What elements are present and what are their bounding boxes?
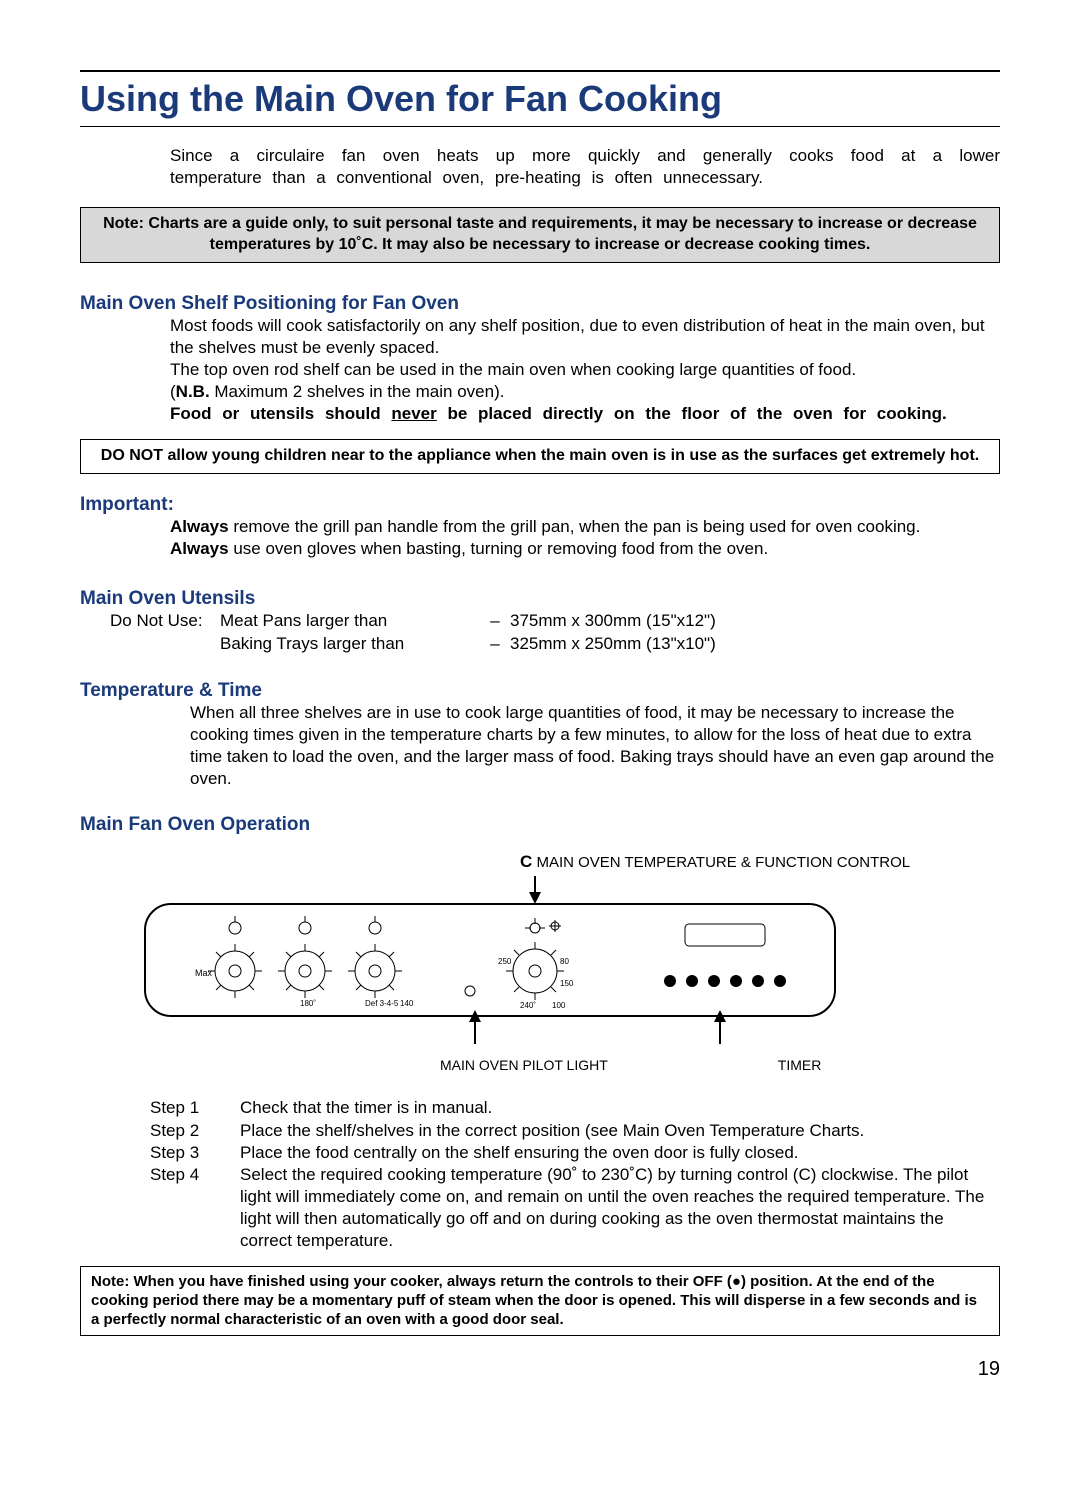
step-1-text: Check that the timer is in manual. [240, 1097, 1000, 1119]
step-4-label: Step 4 [150, 1164, 240, 1252]
heading-important: Important: [80, 494, 1000, 516]
shelf-positioning-body: Most foods will cook satisfactorily on a… [170, 315, 1000, 425]
step-2-label: Step 2 [150, 1120, 240, 1142]
svg-text:140: 140 [400, 999, 414, 1008]
diagram-label-c: C MAIN OVEN TEMPERATURE & FUNCTION CONTR… [520, 852, 1000, 872]
shelf-p4: Food or utensils should never be placed … [170, 404, 947, 423]
important-body: Always remove the grill pan handle from … [170, 516, 1000, 560]
utensils-dash2: – [480, 633, 510, 656]
step-3-label: Step 3 [150, 1142, 240, 1164]
step-4: Step 4 Select the required cooking tempe… [150, 1164, 1000, 1252]
warning-children: DO NOT allow young children near to the … [80, 439, 1000, 474]
note-box-charts: Note: Charts are a guide only, to suit p… [80, 207, 1000, 263]
important-always1-text: remove the grill pan handle from the gri… [229, 517, 921, 536]
step-1: Step 1 Check that the timer is in manual… [150, 1097, 1000, 1119]
temp-time-body: When all three shelves are in use to coo… [190, 702, 1000, 790]
utensils-row1: Do Not Use: Meat Pans larger than – 375m… [80, 610, 1000, 633]
utensils-donotuse: Do Not Use: [80, 610, 220, 633]
heading-temp-time: Temperature & Time [80, 680, 1000, 702]
utensils-size1: 375mm x 300mm (15"x12") [510, 610, 1000, 633]
note-box-finish: Note: When you have finished using your … [80, 1266, 1000, 1336]
steps-list: Step 1 Check that the timer is in manual… [150, 1097, 1000, 1252]
step-2: Step 2 Place the shelf/shelves in the co… [150, 1120, 1000, 1142]
important-always2-text: use oven gloves when basting, turning or… [229, 539, 769, 558]
shelf-p3-rest: Maximum 2 shelves in the main oven). [210, 382, 505, 401]
step-3: Step 3 Place the food centrally on the s… [150, 1142, 1000, 1164]
step-1-label: Step 1 [150, 1097, 240, 1119]
diagram-label-c-letter: C [520, 852, 532, 871]
step-4-text: Select the required cooking temperature … [240, 1164, 1000, 1252]
heading-operation: Main Fan Oven Operation [80, 814, 1000, 836]
utensils-row2: Baking Trays larger than – 325mm x 250mm… [80, 633, 1000, 656]
label-pilot-light: MAIN OVEN PILOT LIGHT [440, 1057, 608, 1073]
intro-paragraph: Since a circulaire fan oven heats up mor… [170, 145, 1000, 189]
important-always1-label: Always [170, 517, 229, 536]
svg-text:100: 100 [552, 1001, 566, 1010]
svg-text:240˚: 240˚ [520, 1001, 536, 1010]
heading-utensils: Main Oven Utensils [80, 588, 1000, 610]
diagram-bottom-labels: MAIN OVEN PILOT LIGHT TIMER [140, 1057, 1000, 1073]
shelf-p1: Most foods will cook satisfactorily on a… [170, 316, 985, 357]
page-title: Using the Main Oven for Fan Cooking [80, 78, 1000, 120]
rule-under-title [80, 126, 1000, 127]
important-always2-label: Always [170, 539, 229, 558]
svg-text:80: 80 [560, 957, 569, 966]
utensils-blank [80, 633, 220, 656]
svg-text:Def 3-4-5: Def 3-4-5 [365, 999, 399, 1008]
svg-text:150: 150 [560, 979, 574, 988]
svg-text:Max: Max [195, 968, 213, 978]
utensils-item1: Meat Pans larger than [220, 610, 480, 633]
svg-text:250: 250 [498, 957, 512, 966]
shelf-p2: The top oven rod shelf can be used in th… [170, 360, 856, 379]
control-panel-diagram: C MAIN OVEN TEMPERATURE & FUNCTION CONTR… [140, 852, 1000, 1073]
utensils-size2: 325mm x 250mm (13"x10") [510, 633, 1000, 656]
rule-top-thick [80, 70, 1000, 72]
utensils-dash1: – [480, 610, 510, 633]
shelf-p3-nb: N.B. [176, 382, 210, 401]
label-timer: TIMER [778, 1057, 822, 1073]
page-number: 19 [80, 1358, 1000, 1381]
svg-text:180˚: 180˚ [300, 999, 316, 1008]
control-panel-svg: Max 180˚ Def 3-4-5 140 [140, 876, 840, 1046]
step-2-text: Place the shelf/shelves in the correct p… [240, 1120, 1000, 1142]
heading-shelf-positioning: Main Oven Shelf Positioning for Fan Oven [80, 293, 1000, 315]
utensils-item2: Baking Trays larger than [220, 633, 480, 656]
step-3-text: Place the food centrally on the shelf en… [240, 1142, 1000, 1164]
diagram-label-c-text: MAIN OVEN TEMPERATURE & FUNCTION CONTROL [532, 854, 910, 871]
